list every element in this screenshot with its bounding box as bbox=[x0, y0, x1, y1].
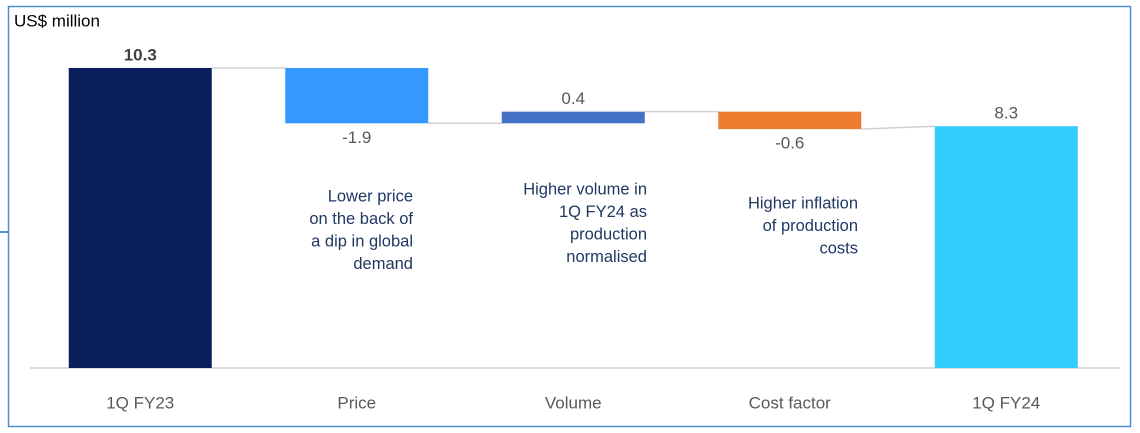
value-label: -0.6 bbox=[775, 134, 804, 153]
annotation: Lower price bbox=[328, 187, 413, 205]
annotation: production bbox=[570, 225, 647, 243]
frame bbox=[7, 5, 1132, 428]
value-label: 10.3 bbox=[124, 45, 157, 64]
annotation: Higher inflation bbox=[748, 194, 858, 212]
value-label: 8.3 bbox=[994, 104, 1018, 123]
x-tick-label: Price bbox=[337, 393, 376, 412]
bar bbox=[718, 111, 862, 130]
bar bbox=[68, 67, 212, 368]
annotation: demand bbox=[353, 255, 413, 273]
value-label: -1.9 bbox=[342, 128, 371, 147]
annotation: a dip in global bbox=[311, 232, 413, 250]
x-tick-label: 1Q FY24 bbox=[972, 393, 1040, 412]
annotation: 1Q FY24 as bbox=[559, 203, 647, 221]
annotation: normalised bbox=[566, 248, 647, 266]
bar bbox=[501, 111, 645, 124]
bar bbox=[285, 67, 429, 124]
bar bbox=[934, 126, 1078, 368]
x-tick-label: Volume bbox=[545, 393, 602, 412]
connector bbox=[861, 125, 935, 130]
annotation: Higher volume in bbox=[523, 180, 647, 198]
y-axis-label: US$ million bbox=[14, 11, 100, 30]
annotation: of production bbox=[763, 217, 858, 235]
x-tick-label: Cost factor bbox=[749, 393, 832, 412]
value-label: 0.4 bbox=[561, 89, 585, 108]
x-tick-label: 1Q FY23 bbox=[106, 393, 174, 412]
annotation: on the back of bbox=[309, 210, 413, 228]
annotation: costs bbox=[819, 239, 858, 257]
